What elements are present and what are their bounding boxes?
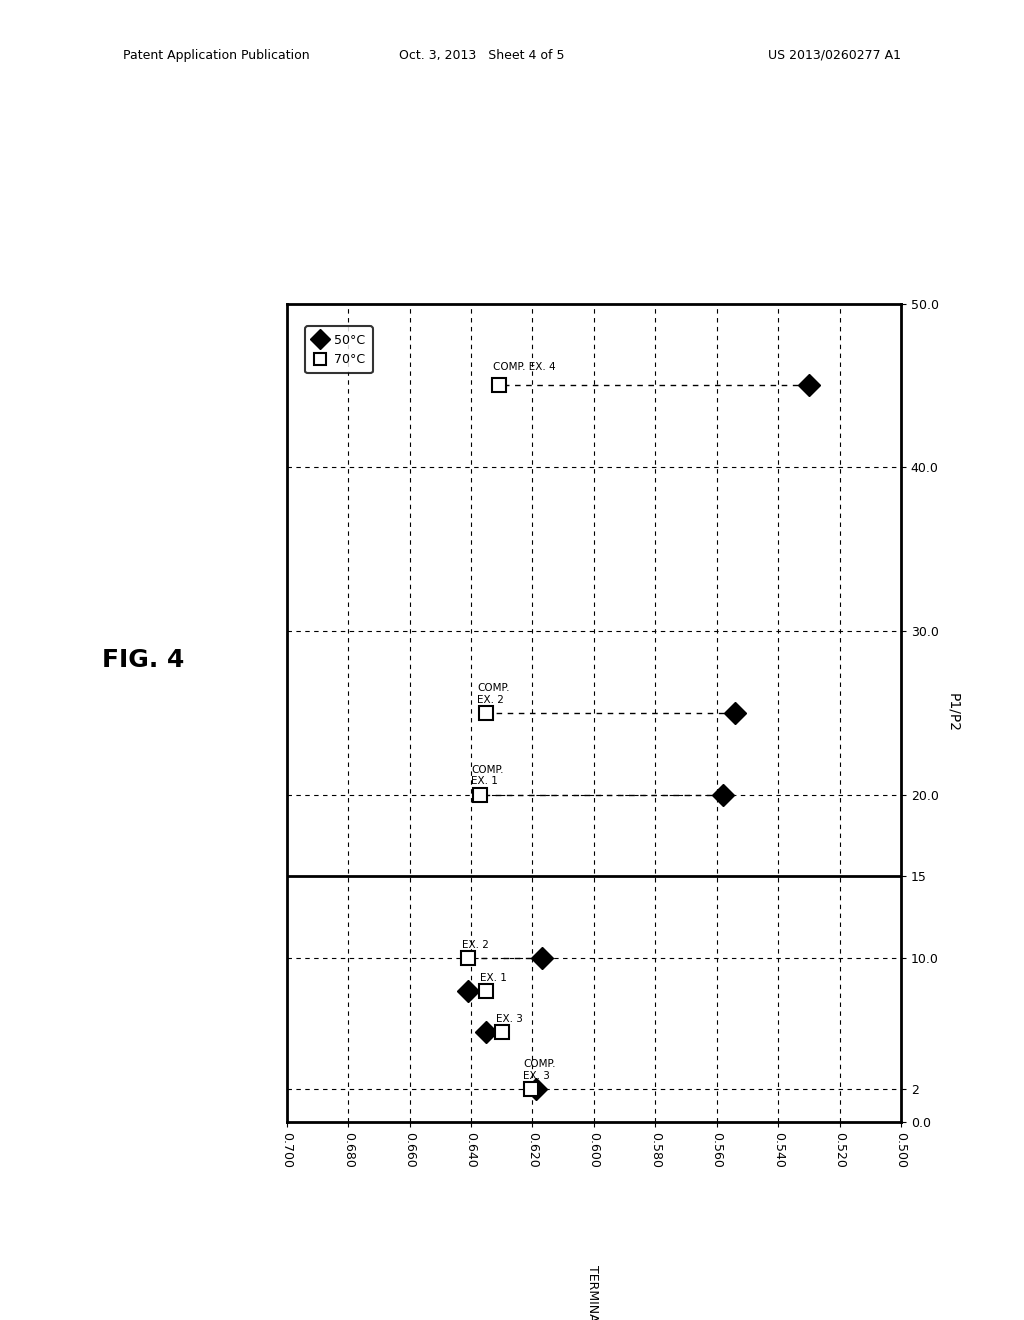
Text: EX. 2: EX. 2 [462,940,488,950]
Text: Patent Application Publication: Patent Application Publication [123,49,309,62]
Legend: 50°C, 70°C: 50°C, 70°C [305,326,373,374]
X-axis label: TERMINAL VOLTAGE (V) @1.25 A/cm²: TERMINAL VOLTAGE (V) @1.25 A/cm² [588,1265,600,1320]
Y-axis label: P1/P2: P1/P2 [946,693,959,733]
Text: FIG. 4: FIG. 4 [102,648,184,672]
Text: COMP.
EX. 3: COMP. EX. 3 [523,1060,556,1081]
Text: COMP.
EX. 2: COMP. EX. 2 [477,682,510,705]
Text: COMP. EX. 4: COMP. EX. 4 [493,363,555,372]
Text: EX. 3: EX. 3 [496,1014,522,1024]
Text: EX. 1: EX. 1 [480,973,507,983]
Text: US 2013/0260277 A1: US 2013/0260277 A1 [768,49,901,62]
Text: Oct. 3, 2013   Sheet 4 of 5: Oct. 3, 2013 Sheet 4 of 5 [398,49,564,62]
Text: COMP.
EX. 1: COMP. EX. 1 [471,764,504,787]
